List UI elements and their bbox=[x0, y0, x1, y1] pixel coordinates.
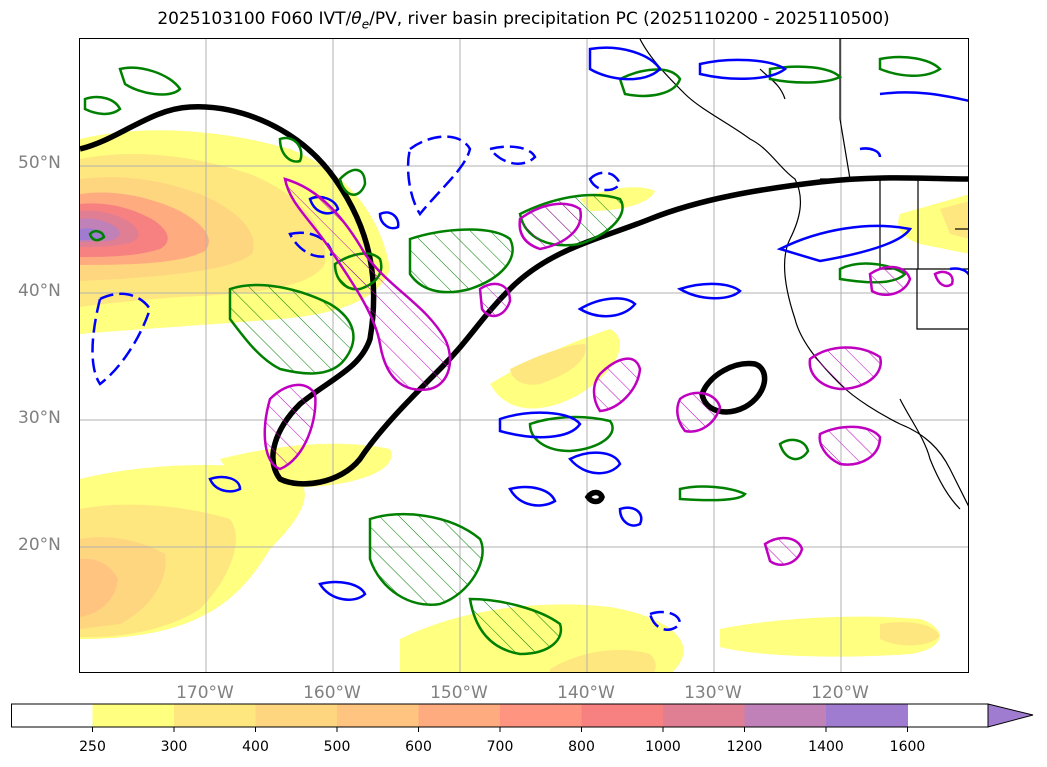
pv-positive-contours bbox=[83, 55, 942, 656]
colorbar-tick-label: 700 bbox=[486, 739, 514, 755]
lon-label-170w: 170°W bbox=[176, 683, 234, 703]
colorbar-tick-label: 1000 bbox=[645, 739, 681, 755]
coastline bbox=[639, 39, 968, 510]
lat-label-20n: 20°N bbox=[18, 535, 61, 555]
colorbar-cell bbox=[255, 704, 338, 727]
colorbar-tick-label: 400 bbox=[242, 739, 269, 755]
pv-negative-dashed bbox=[91, 135, 682, 631]
colorbar-cell bbox=[174, 704, 256, 727]
lat-label-40n: 40°N bbox=[18, 281, 61, 301]
pv-negative-contours bbox=[208, 46, 968, 601]
colorbar-tickmarks bbox=[92, 727, 908, 732]
colorbar-tick-label: 500 bbox=[323, 739, 351, 755]
colorbar-tick-label: 600 bbox=[405, 739, 432, 755]
colorbar-tick-label: 800 bbox=[568, 739, 595, 755]
colorbar-tick-label: 300 bbox=[160, 739, 188, 755]
lon-label-160w: 160°W bbox=[303, 683, 361, 703]
lat-label-30n: 30°N bbox=[18, 408, 61, 428]
colorbar-cell bbox=[581, 704, 664, 727]
lon-label-130w: 130°W bbox=[684, 683, 742, 703]
colorbar bbox=[11, 703, 1034, 732]
lat-label-50n: 50°N bbox=[18, 153, 61, 173]
colorbar-cell bbox=[418, 704, 501, 727]
map-panel bbox=[79, 38, 969, 673]
colorbar-cell bbox=[337, 704, 419, 727]
colorbar-cell bbox=[744, 704, 827, 727]
lon-label-150w: 150°W bbox=[430, 683, 488, 703]
colorbar-cell bbox=[663, 704, 745, 727]
colorbar-cell bbox=[500, 704, 582, 727]
precip-pc-contours bbox=[263, 177, 954, 566]
lon-label-140w: 140°W bbox=[557, 683, 615, 703]
colorbar-extend-arrow bbox=[987, 703, 1034, 728]
colorbar-tick-label: 1200 bbox=[726, 739, 763, 755]
colorbar-tick-label: 250 bbox=[79, 739, 106, 755]
colorbar-cell bbox=[92, 704, 175, 727]
figure-title: 2025103100 F060 IVT/θe/PV, river basin p… bbox=[157, 9, 890, 32]
colorbar-cell bbox=[11, 704, 93, 727]
colorbar-tick-label: 1600 bbox=[889, 739, 926, 755]
colorbar-cells bbox=[11, 704, 908, 727]
map-canvas bbox=[80, 39, 968, 672]
ivt-shading bbox=[80, 130, 968, 672]
colorbar-cell bbox=[826, 704, 908, 727]
colorbar-tick-label: 1400 bbox=[808, 739, 844, 755]
lon-label-120w: 120°W bbox=[811, 683, 869, 703]
